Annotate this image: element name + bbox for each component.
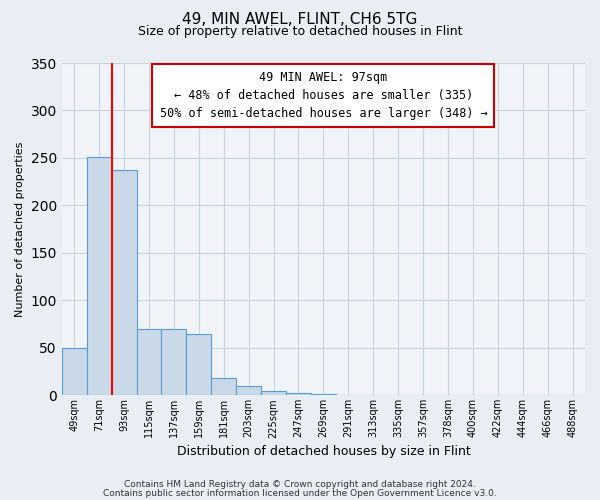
Bar: [137, 329, 161, 396]
Bar: [286, 394, 311, 396]
Bar: [187, 334, 211, 396]
Bar: [236, 386, 261, 396]
Bar: [112, 170, 137, 396]
Bar: [261, 390, 286, 396]
Y-axis label: Number of detached properties: Number of detached properties: [15, 142, 25, 317]
Text: 49 MIN AWEL: 97sqm
← 48% of detached houses are smaller (335)
50% of semi-detach: 49 MIN AWEL: 97sqm ← 48% of detached hou…: [160, 72, 487, 120]
Text: Size of property relative to detached houses in Flint: Size of property relative to detached ho…: [138, 25, 462, 38]
Bar: [211, 378, 236, 396]
Bar: [161, 329, 187, 396]
Bar: [311, 394, 336, 396]
X-axis label: Distribution of detached houses by size in Flint: Distribution of detached houses by size …: [176, 444, 470, 458]
Text: Contains public sector information licensed under the Open Government Licence v3: Contains public sector information licen…: [103, 489, 497, 498]
Bar: [62, 348, 87, 396]
Text: 49, MIN AWEL, FLINT, CH6 5TG: 49, MIN AWEL, FLINT, CH6 5TG: [182, 12, 418, 28]
Text: Contains HM Land Registry data © Crown copyright and database right 2024.: Contains HM Land Registry data © Crown c…: [124, 480, 476, 489]
Bar: [87, 157, 112, 396]
